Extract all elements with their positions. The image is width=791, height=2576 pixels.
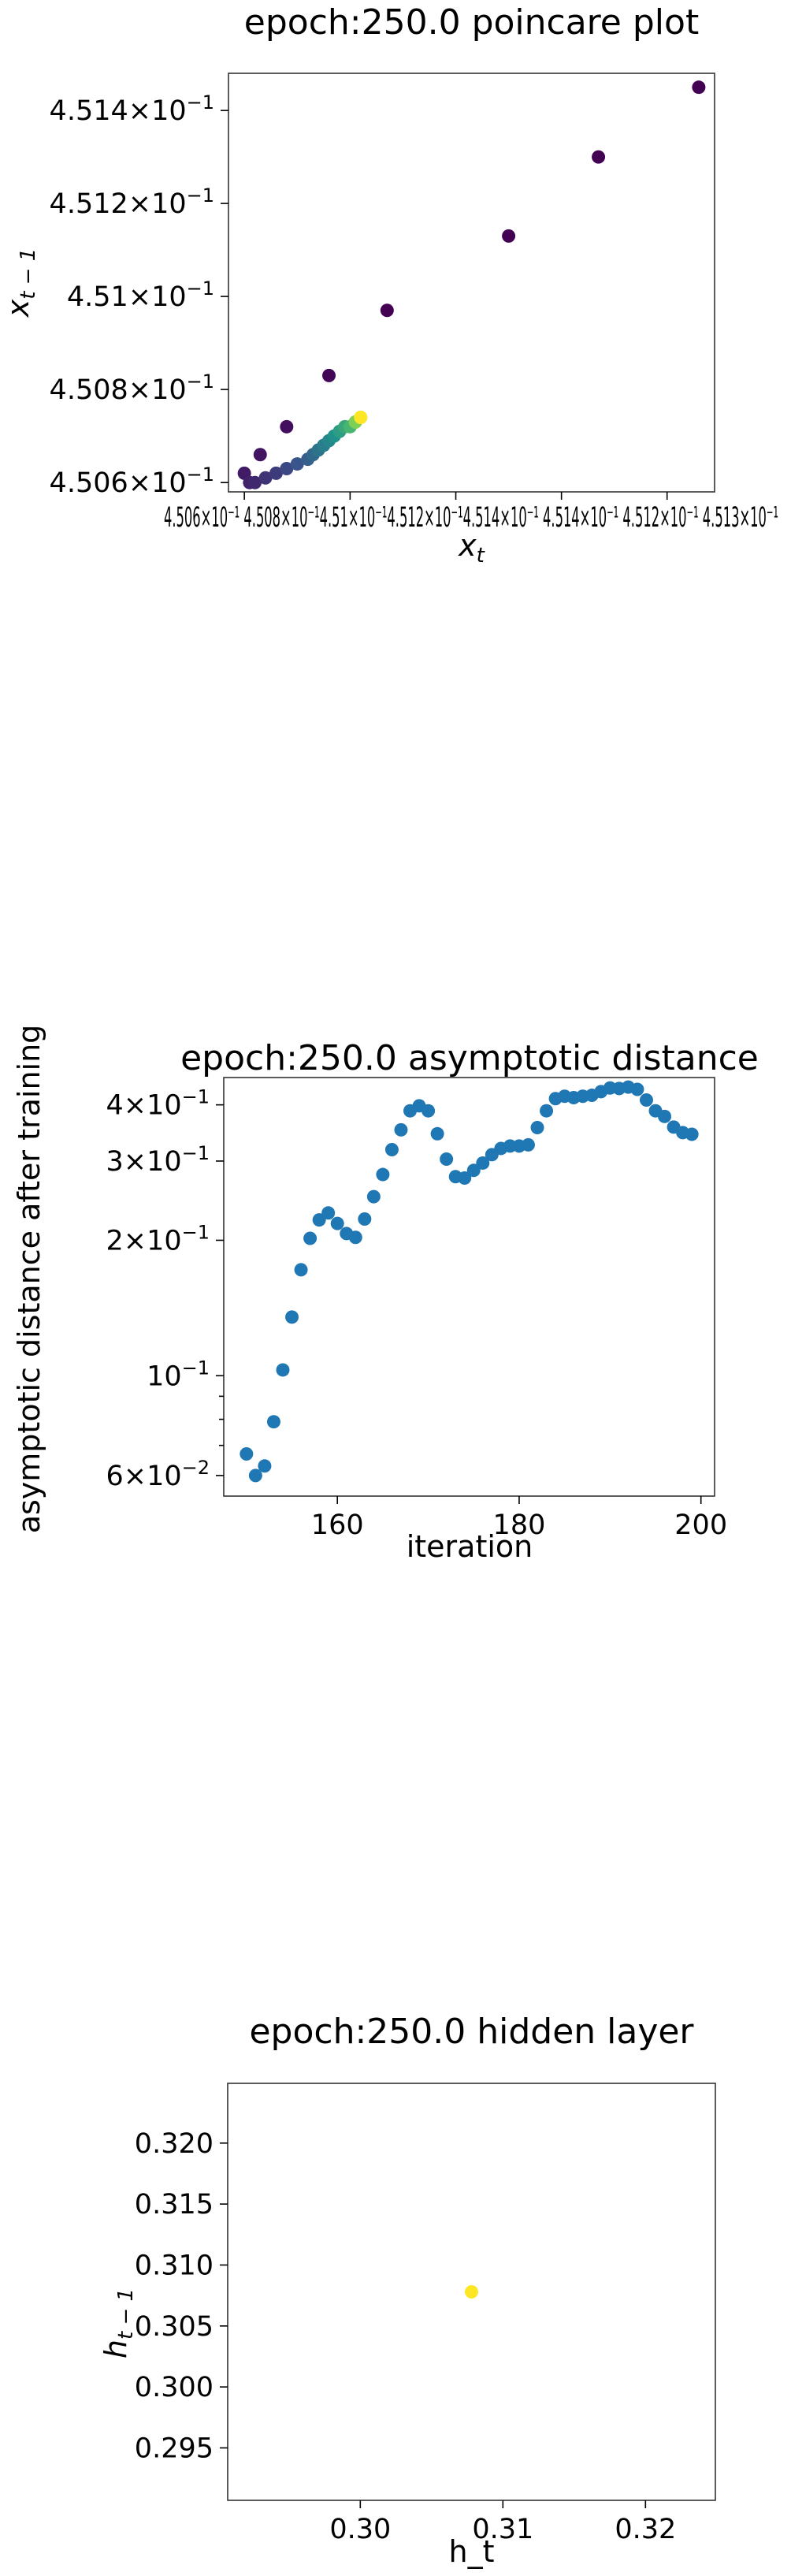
- asymptotic-point-2: [258, 1459, 272, 1473]
- asymptotic-xtick-label: 160: [311, 1509, 364, 1541]
- hidden-xlabel: h_t: [449, 2534, 495, 2569]
- asymptotic-point-9: [321, 1206, 336, 1220]
- asymptotic-point-1: [248, 1469, 262, 1483]
- poincare-point-1: [592, 150, 606, 164]
- asymptotic-point-16: [384, 1143, 399, 1157]
- asymptotic-ytick-label: 6×10−2: [106, 1457, 210, 1492]
- poincare-point-9: [248, 475, 262, 490]
- hidden-ytick-label: 0.305: [135, 2311, 214, 2343]
- poincare-point-5: [280, 419, 294, 434]
- poincare-ytick-label: 4.514×10−1: [50, 91, 214, 127]
- asymptotic-point-8: [312, 1213, 326, 1227]
- poincare-ytick-label: 4.51×10−1: [67, 277, 214, 313]
- poincare-axes-frame: [228, 73, 715, 493]
- asymptotic-ytick-label: 10−1: [147, 1357, 210, 1392]
- poincare-plot: epoch:250.0 poincare plot 4.506×10−1 4.508…: [1, 2, 778, 568]
- poincare-point-10: [258, 471, 273, 485]
- poincare-point-26: [354, 411, 368, 425]
- poincare-ytick-label: 4.512×10−1: [50, 184, 214, 220]
- asymptotic-point-4: [276, 1363, 290, 1377]
- poincare-point-4: [322, 368, 336, 382]
- asymptotic-point-22: [440, 1152, 454, 1166]
- hidden-ytick-label: 0.300: [135, 2372, 214, 2403]
- asymptotic-ytick-label: 2×10−1: [106, 1221, 210, 1256]
- poincare-ytick-label: 4.508×10−1: [50, 370, 214, 406]
- asymptotic-point-21: [430, 1126, 444, 1141]
- hidden-title: epoch:250.0 hidden layer: [249, 2012, 694, 2052]
- asymptotic-point-7: [303, 1231, 318, 1245]
- asymptotic-xtick-label: 200: [674, 1509, 727, 1541]
- asymptotic-point-44: [639, 1093, 653, 1107]
- asymptotic-point-10: [330, 1216, 344, 1230]
- asymptotic-point-33: [540, 1104, 554, 1118]
- hidden-ytick-label: 0.310: [135, 2250, 214, 2281]
- asymptotic-point-26: [476, 1156, 490, 1170]
- asymptotic-point-0: [240, 1447, 254, 1461]
- poincare-point-11: [269, 466, 283, 480]
- hidden-ylabel: ht − 1: [98, 2288, 138, 2358]
- asymptotic-point-15: [376, 1167, 390, 1182]
- asymptotic-point-32: [530, 1121, 544, 1135]
- hidden-xtick-label: 0.31: [472, 2514, 533, 2545]
- poincare-point-13: [290, 457, 304, 471]
- asymptotic-point-5: [285, 1310, 299, 1324]
- asymptotic-point-12: [348, 1230, 362, 1245]
- poincare-point-6: [253, 448, 267, 462]
- hidden-axes-frame: [227, 2083, 716, 2501]
- hidden-layer-plot: epoch:250.0 hidden layer 0.295 0.300 0.305 0…: [98, 2012, 716, 2569]
- asymptotic-point-14: [366, 1189, 381, 1204]
- asymptotic-title: epoch:250.0 asymptotic distance: [180, 1038, 759, 1078]
- hidden-ytick-label: 0.320: [135, 2128, 214, 2160]
- asymptotic-xlabel: iteration: [407, 1529, 533, 1564]
- hidden-xtick-label: 0.30: [329, 2514, 391, 2545]
- poincare-ytick-label: 4.506×10−1: [50, 463, 214, 499]
- asymptotic-ylabel: asymptotic distance after training: [12, 1025, 46, 1534]
- poincare-point-12: [280, 461, 294, 475]
- asymptotic-point-49: [685, 1127, 699, 1141]
- poincare-point-2: [502, 229, 516, 243]
- hidden-ytick-label: 0.295: [135, 2433, 214, 2464]
- asymptotic-distance-plot: epoch:250.0 asymptotic distance 6×10−2 10−…: [12, 1025, 759, 1564]
- asymptotic-point-46: [658, 1109, 672, 1123]
- poincare-point-0: [692, 80, 706, 95]
- asymptotic-point-13: [358, 1212, 372, 1226]
- asymptotic-axes-frame: [223, 1077, 715, 1497]
- poincare-point-3: [380, 303, 394, 318]
- asymptotic-point-31: [521, 1137, 535, 1152]
- poincare-ylabel: xt − 1: [1, 248, 40, 318]
- poincare-xlabel: xt: [458, 528, 485, 568]
- asymptotic-ytick-label: 3×10−1: [106, 1142, 210, 1178]
- asymptotic-point-3: [266, 1415, 280, 1429]
- asymptotic-point-43: [630, 1082, 644, 1096]
- asymptotic-point-17: [394, 1122, 408, 1137]
- hidden-xtick-label: 0.32: [615, 2514, 676, 2545]
- hidden-point-0: [465, 2285, 478, 2299]
- hidden-ytick-label: 0.315: [135, 2189, 214, 2220]
- asymptotic-xtick-label: 180: [493, 1509, 546, 1541]
- asymptotic-ytick-label: 4×10−1: [106, 1086, 210, 1122]
- asymptotic-point-20: [421, 1104, 436, 1118]
- poincare-xtick-labels: 4.506×10⁻¹ 4.508×10⁻¹4.51×10⁻¹4.512×10⁻¹…: [164, 502, 778, 534]
- asymptotic-point-25: [466, 1163, 481, 1178]
- asymptotic-point-24: [458, 1171, 472, 1186]
- poincare-title: epoch:250.0 poincare plot: [244, 2, 699, 43]
- asymptotic-point-6: [294, 1263, 308, 1277]
